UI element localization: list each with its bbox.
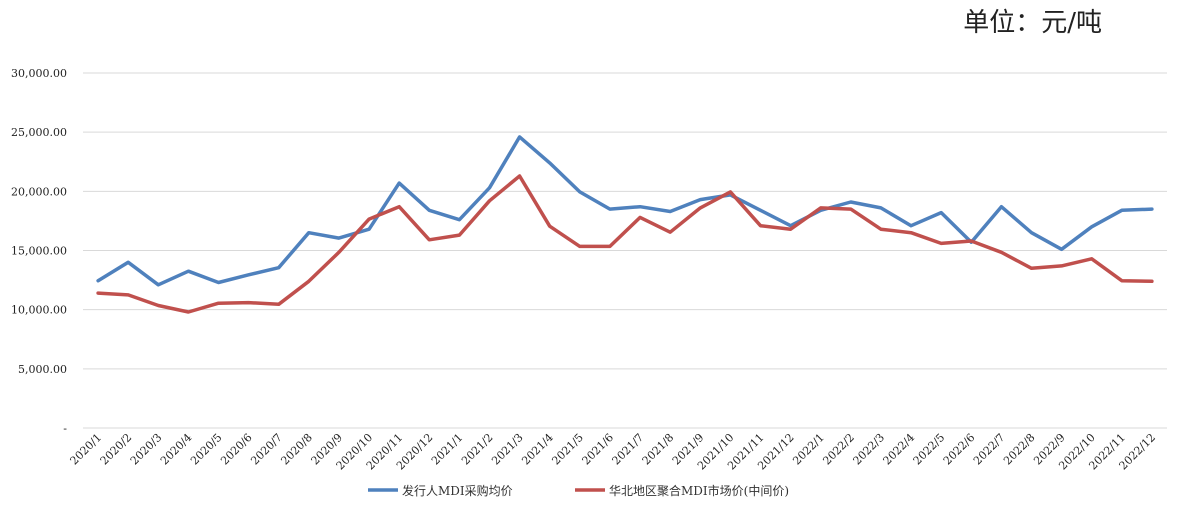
unit-label: 单位：元/吨	[963, 8, 1102, 38]
x-tick-label: 2020/4	[158, 431, 195, 468]
x-tick-label: 2020/3	[128, 431, 165, 468]
y-tick-label: 15,000.00	[11, 245, 67, 258]
x-tick-label: 2020/1	[68, 431, 105, 468]
x-tick-label: 2022/7	[971, 431, 1008, 468]
y-tick-label: 10,000.00	[11, 304, 67, 317]
y-tick-label: -	[63, 422, 67, 435]
y-tick-label: 25,000.00	[11, 126, 67, 139]
series-line-1	[96, 135, 1154, 287]
y-tick-label: 5,000.00	[18, 363, 67, 376]
x-axis-ticks: 2020/12020/22020/32020/42020/52020/62020…	[68, 431, 1158, 473]
legend: 发行人MDI采购均价 华北地区聚合MDI市场价(中间价)	[368, 483, 789, 498]
y-axis-ticks: - 5,000.00 10,000.00 15,000.00 20,000.00 25,0…	[11, 67, 67, 435]
x-tick-label: 2021/4	[519, 431, 556, 468]
x-tick-label: 2020/5	[188, 431, 225, 468]
x-tick-label: 2021/2	[459, 431, 496, 468]
series-lines	[96, 135, 1154, 314]
gridlines	[83, 72, 1167, 429]
legend-label-1: 发行人MDI采购均价	[402, 483, 513, 498]
legend-label-2: 华北地区聚合MDI市场价(中间价)	[609, 483, 789, 498]
x-tick-label: 2021/8	[640, 431, 677, 468]
x-tick-label: 2022/2	[820, 431, 857, 468]
x-tick-label: 2020/8	[278, 431, 315, 468]
x-tick-label: 2021/5	[549, 431, 586, 468]
x-tick-label: 2020/2	[98, 431, 135, 468]
y-tick-label: 20,000.00	[11, 185, 67, 198]
x-tick-label: 2021/6	[580, 431, 617, 468]
x-tick-label: 2021/7	[610, 431, 647, 468]
y-tick-label: 30,000.00	[11, 67, 67, 80]
x-tick-label: 2021/1	[429, 431, 466, 468]
x-tick-label: 2022/5	[911, 431, 948, 468]
x-tick-label: 2020/6	[218, 431, 255, 468]
series-line-2	[96, 174, 1154, 314]
x-tick-label: 2022/6	[941, 431, 978, 468]
x-tick-label: 2022/4	[881, 431, 918, 468]
x-tick-label: 2022/1	[790, 431, 827, 468]
x-tick-label: 2022/8	[1001, 431, 1038, 468]
x-tick-label: 2021/3	[489, 431, 526, 468]
x-tick-label: 2020/7	[248, 431, 285, 468]
x-tick-label: 2022/3	[851, 431, 888, 468]
